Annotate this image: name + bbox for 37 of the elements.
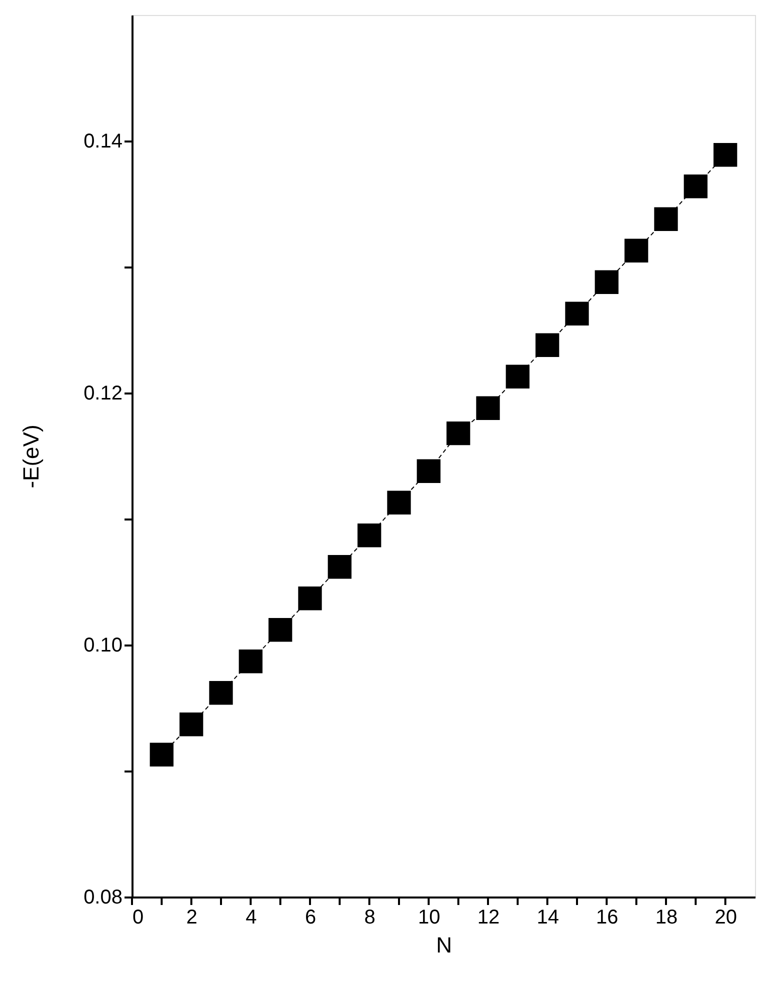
point <box>594 270 618 294</box>
point <box>714 143 738 167</box>
point <box>180 712 204 736</box>
x-axis-title: N <box>436 932 452 958</box>
y-axis-title: -E(eV) <box>18 424 44 488</box>
point <box>387 490 411 514</box>
point <box>209 681 233 705</box>
x-tick-label: 10 <box>418 906 440 928</box>
x-tick-label: 8 <box>364 906 376 928</box>
x-tick-label: 4 <box>246 906 257 928</box>
point <box>654 207 678 231</box>
x-tick-label: 16 <box>596 906 618 928</box>
point <box>684 174 708 198</box>
x-tick-label: 2 <box>186 906 198 928</box>
point <box>150 742 174 766</box>
x-tick-label: 12 <box>477 906 500 928</box>
point <box>298 586 322 610</box>
x-tick-label: 0 <box>132 906 144 928</box>
point <box>328 555 352 579</box>
x-tick-label: 20 <box>714 906 737 928</box>
x-tick-label: 18 <box>655 906 678 928</box>
point <box>268 618 292 642</box>
x-tick-label: 14 <box>536 906 559 928</box>
y-tick-label: 0.08 <box>84 886 122 908</box>
point <box>238 650 262 674</box>
point <box>358 524 382 548</box>
y-tick-label: 0.10 <box>84 634 122 656</box>
x-tick-label: 6 <box>304 906 316 928</box>
point <box>476 396 500 420</box>
point <box>416 459 440 483</box>
y-tick-label: 0.12 <box>84 382 122 404</box>
point <box>506 364 530 388</box>
y-tick-label: 0.14 <box>84 130 122 152</box>
point <box>565 302 589 326</box>
point <box>446 421 470 446</box>
point <box>536 333 560 357</box>
point <box>624 238 648 262</box>
